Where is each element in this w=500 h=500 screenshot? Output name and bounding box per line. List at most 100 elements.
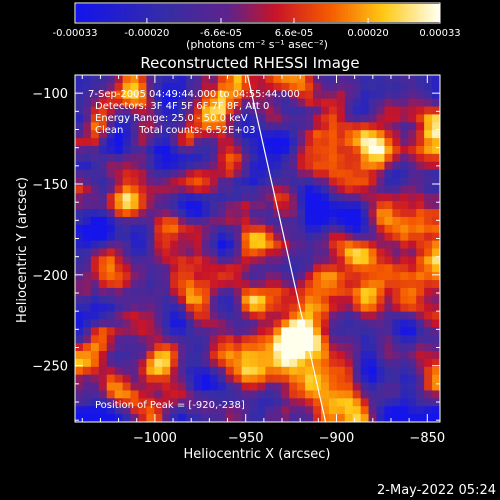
heatmap-cell [289, 351, 298, 360]
heatmap-cell [241, 406, 251, 415]
heatmap-cell [162, 75, 171, 84]
heatmap-cell [201, 201, 211, 210]
heatmap-cell [360, 106, 370, 115]
heatmap-cell [305, 114, 314, 123]
heatmap-cell [376, 193, 385, 202]
heatmap-cell [297, 264, 306, 273]
heatmap-cell [75, 193, 84, 202]
heatmap-cell [186, 366, 195, 376]
heatmap-cell [106, 82, 116, 92]
heatmap-cell [273, 82, 282, 92]
heatmap-cell [146, 382, 155, 391]
heatmap-cell [265, 75, 274, 84]
heatmap-cell [154, 366, 163, 376]
heatmap-cell [170, 224, 179, 234]
heatmap-cell [225, 82, 235, 92]
heatmap-cell [130, 327, 139, 336]
heatmap-cell [114, 169, 124, 179]
heatmap-cell [146, 138, 155, 147]
heatmap-cell [130, 145, 139, 155]
heatmap-cell [408, 335, 417, 344]
heatmap-cell [376, 106, 385, 115]
heatmap-cell [146, 216, 155, 226]
heatmap-cell [186, 303, 195, 313]
heatmap-cell [162, 122, 171, 131]
heatmap-cell [82, 358, 92, 368]
heatmap-cell [376, 90, 385, 100]
heatmap-cell [257, 185, 266, 194]
heatmap-cell [281, 90, 290, 100]
heatmap-cell [130, 232, 139, 242]
heatmap-cell [130, 193, 139, 202]
heatmap-cell [122, 216, 132, 226]
heatmap-cell [305, 374, 314, 384]
heatmap-cell [122, 303, 132, 313]
heatmap-cell [424, 256, 433, 265]
heatmap-cell [162, 272, 171, 281]
heatmap-cell [368, 398, 378, 407]
heatmap-cell [313, 272, 322, 281]
heatmap-cell [313, 406, 322, 415]
heatmap-cell [201, 311, 211, 320]
heatmap-cell [217, 351, 227, 360]
heatmap-cell [305, 240, 314, 249]
heatmap-cell [162, 303, 171, 313]
heatmap-cell [98, 327, 108, 336]
heatmap-cell [154, 374, 163, 384]
heatmap-cell [352, 311, 362, 320]
heatmap-cell [392, 138, 401, 147]
heatmap-cell [344, 75, 354, 84]
colorbar-swatch [342, 4, 346, 22]
heatmap-cell [320, 287, 330, 297]
heatmap-cell [352, 272, 362, 281]
heatmap-cell [162, 145, 171, 155]
heatmap-cell [75, 75, 84, 84]
heatmap-cell [257, 130, 266, 139]
heatmap-cell [297, 193, 306, 202]
heatmap-cell [170, 138, 179, 147]
heatmap-cell [320, 145, 330, 155]
heatmap-cell [320, 256, 330, 265]
heatmap-cell [289, 224, 298, 234]
heatmap-cell [138, 161, 147, 171]
heatmap-cell [154, 185, 163, 194]
heatmap-cell [106, 201, 116, 210]
heatmap-cell [98, 75, 108, 84]
heatmap-cell [241, 248, 251, 257]
heatmap-cell [217, 319, 227, 328]
heatmap-cell [233, 398, 243, 407]
heatmap-cell [170, 90, 179, 100]
heatmap-cell [384, 303, 393, 313]
heatmap-cell [400, 216, 409, 226]
heatmap-cell [313, 161, 322, 171]
heatmap-cell [186, 327, 195, 336]
heatmap-cell [328, 145, 338, 155]
heatmap-cell [305, 90, 314, 100]
heatmap-cell [194, 287, 203, 297]
heatmap-cell [194, 145, 203, 155]
colorbar-swatch [233, 4, 237, 22]
heatmap-cell [82, 185, 92, 194]
heatmap-cell [106, 327, 116, 336]
colorbar-swatch [369, 4, 374, 22]
heatmap-cell [336, 90, 346, 100]
colorbar-swatch [396, 4, 401, 22]
heatmap-cell [162, 358, 171, 368]
heatmap-cell [424, 130, 433, 139]
heatmap-cell [75, 177, 84, 186]
heatmap-cell [408, 382, 417, 391]
heatmap-cell [225, 319, 235, 328]
heatmap-cell [416, 406, 425, 415]
colorbar-swatch [420, 4, 425, 22]
heatmap-cell [233, 75, 243, 84]
heatmap-cell [265, 98, 274, 108]
heatmap-cell [225, 122, 235, 131]
heatmap-cell [154, 311, 163, 320]
heatmap-cell [162, 153, 171, 163]
heatmap-cell [209, 311, 219, 320]
heatmap-cell [249, 114, 258, 123]
heatmap-cell [352, 216, 362, 226]
heatmap-cell [90, 169, 100, 179]
heatmap-cell [265, 351, 274, 360]
heatmap-cell [289, 256, 298, 265]
